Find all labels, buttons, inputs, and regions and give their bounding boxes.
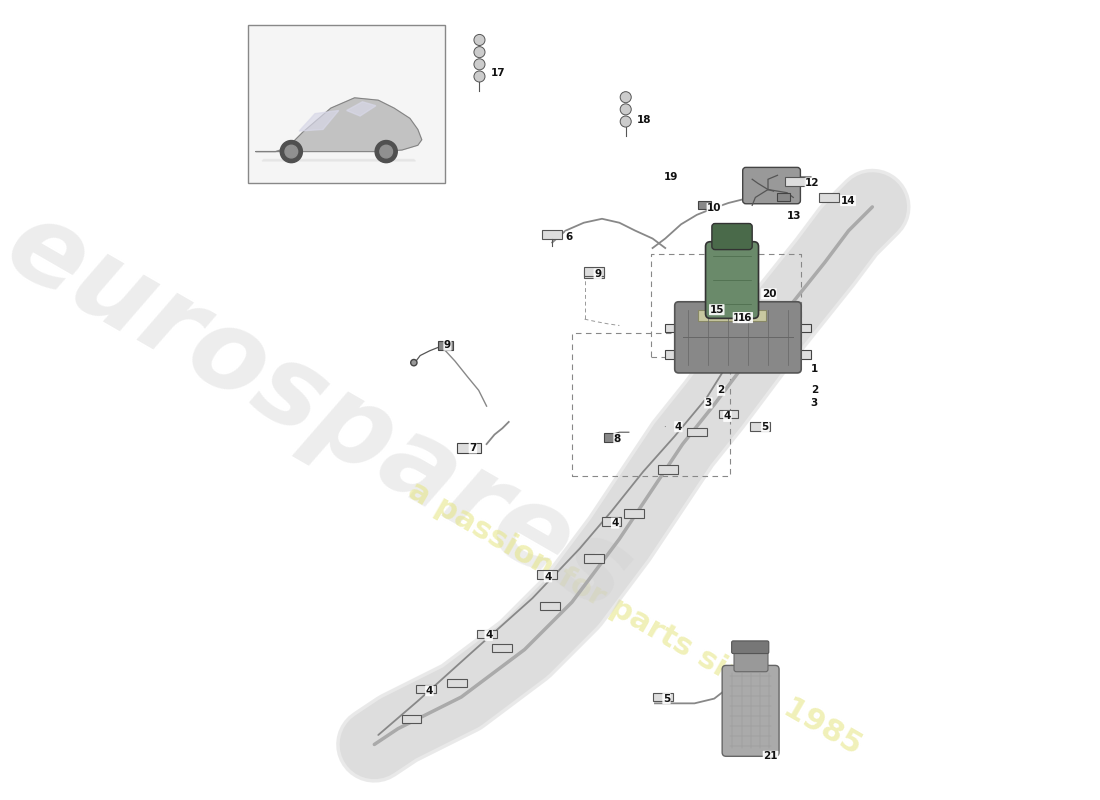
- Bar: [698, 310, 766, 321]
- Text: 19: 19: [663, 172, 678, 182]
- Circle shape: [379, 146, 393, 158]
- Circle shape: [410, 359, 417, 366]
- FancyBboxPatch shape: [742, 167, 801, 204]
- Text: 4: 4: [544, 572, 552, 582]
- Bar: [448, 678, 468, 687]
- Text: 8: 8: [614, 434, 622, 443]
- Bar: [698, 202, 711, 210]
- Text: 9: 9: [444, 340, 451, 350]
- FancyBboxPatch shape: [723, 666, 779, 756]
- Text: 5: 5: [761, 422, 769, 432]
- Polygon shape: [256, 98, 421, 151]
- FancyBboxPatch shape: [674, 302, 801, 373]
- Text: 13: 13: [786, 211, 802, 222]
- Circle shape: [474, 46, 485, 58]
- Bar: [791, 350, 811, 359]
- Bar: [750, 422, 770, 431]
- Circle shape: [474, 71, 485, 82]
- Bar: [686, 428, 707, 437]
- Bar: [476, 630, 496, 638]
- Bar: [542, 230, 562, 239]
- Text: 4: 4: [674, 422, 682, 432]
- Circle shape: [620, 104, 631, 115]
- Text: 11: 11: [734, 313, 748, 322]
- Text: 14: 14: [840, 195, 856, 206]
- FancyBboxPatch shape: [712, 223, 752, 250]
- Bar: [456, 443, 482, 454]
- Text: 4: 4: [426, 686, 433, 696]
- Text: 16: 16: [738, 313, 752, 322]
- Bar: [584, 270, 604, 278]
- Text: a passion for parts since 1985: a passion for parts since 1985: [404, 476, 867, 760]
- Text: 2: 2: [717, 386, 725, 395]
- Text: 12: 12: [805, 178, 820, 188]
- Bar: [653, 693, 673, 702]
- Text: 10: 10: [707, 203, 722, 214]
- Bar: [439, 341, 452, 350]
- Circle shape: [285, 146, 298, 158]
- Text: 1: 1: [811, 364, 818, 374]
- Bar: [537, 570, 557, 578]
- FancyBboxPatch shape: [732, 641, 769, 654]
- Bar: [604, 433, 618, 442]
- Text: 2: 2: [811, 386, 818, 395]
- FancyBboxPatch shape: [734, 650, 768, 672]
- Text: 21: 21: [763, 751, 778, 762]
- Text: 4: 4: [724, 411, 732, 422]
- Text: 4: 4: [485, 630, 493, 640]
- Text: eurospares: eurospares: [0, 190, 650, 634]
- Text: 20: 20: [761, 289, 777, 299]
- Text: 3: 3: [811, 398, 818, 408]
- Text: 15: 15: [710, 305, 724, 314]
- Bar: [624, 510, 644, 518]
- Circle shape: [474, 34, 485, 46]
- Bar: [602, 518, 621, 526]
- Bar: [785, 178, 805, 186]
- Text: 3: 3: [705, 398, 712, 408]
- Polygon shape: [299, 110, 339, 131]
- Polygon shape: [346, 102, 376, 116]
- Circle shape: [474, 58, 485, 70]
- Text: 4: 4: [612, 518, 619, 528]
- Bar: [416, 685, 436, 694]
- Bar: [778, 194, 790, 202]
- Bar: [716, 314, 736, 322]
- Text: 9: 9: [594, 269, 602, 279]
- Text: 18: 18: [637, 115, 651, 125]
- Bar: [248, 25, 446, 183]
- Bar: [718, 410, 738, 418]
- Circle shape: [620, 116, 631, 127]
- Bar: [584, 267, 604, 276]
- Bar: [402, 715, 421, 723]
- Circle shape: [280, 141, 302, 162]
- Bar: [791, 323, 811, 332]
- FancyBboxPatch shape: [705, 242, 759, 318]
- Bar: [664, 323, 684, 332]
- Bar: [584, 554, 604, 563]
- Text: 6: 6: [565, 232, 573, 242]
- Circle shape: [375, 141, 397, 162]
- Bar: [540, 602, 560, 610]
- Text: 5: 5: [663, 694, 670, 704]
- Bar: [818, 193, 839, 202]
- Circle shape: [620, 92, 631, 102]
- Bar: [493, 644, 513, 652]
- Bar: [664, 350, 684, 359]
- Polygon shape: [262, 159, 416, 161]
- Text: 17: 17: [491, 67, 505, 78]
- Bar: [659, 465, 679, 474]
- Text: 7: 7: [470, 443, 476, 453]
